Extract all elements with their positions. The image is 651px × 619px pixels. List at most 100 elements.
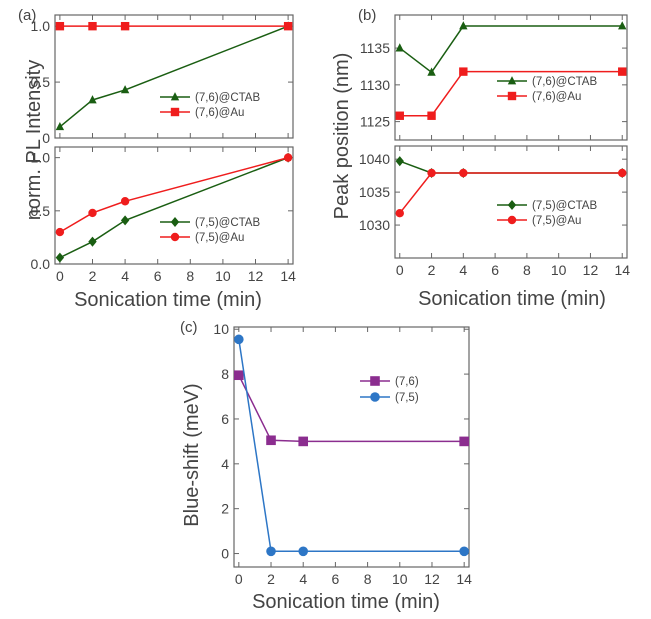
plot-area: 0 2 4 6 8 10 0 2 4 6 8 10 12 14 (7,6) (7,5) [213, 321, 472, 587]
y-tick-label: 1040 [359, 151, 390, 167]
data-point [427, 168, 436, 178]
plot-area: 0.0 0.5 1.0 0 2 4 6 8 10 12 14 (7,5)@CTAB (7,5)@Au [31, 146, 296, 284]
axes-frame [54, 146, 294, 265]
x-axis-title: Sonication time (min) [74, 289, 262, 311]
legend-marker [507, 199, 517, 211]
y-tick-label: 1035 [359, 184, 390, 200]
data-point [618, 168, 627, 178]
data-point [283, 21, 293, 31]
x-tick-label: 10 [551, 262, 567, 278]
x-tick-label: 14 [456, 571, 472, 587]
x-axis-title: Sonication time (min) [252, 591, 440, 613]
data-point [618, 21, 627, 30]
y-tick-label: 8 [221, 366, 229, 382]
legend-marker [170, 216, 180, 228]
data-point [459, 436, 469, 447]
x-tick-label: 10 [392, 571, 408, 587]
data-point [120, 215, 130, 226]
x-tick-label: 0 [396, 262, 404, 278]
data-point [298, 546, 309, 557]
data-point [55, 227, 65, 237]
x-tick-label: 12 [424, 571, 440, 587]
data-point [459, 546, 469, 557]
data-point [88, 236, 97, 247]
y-tick-label: 1.0 [31, 18, 51, 34]
y-tick-label: 4 [221, 456, 229, 472]
data-point [459, 168, 468, 178]
y-tick-label: 0.0 [31, 256, 51, 272]
y-tick-label: 1135 [360, 40, 390, 56]
x-tick-label: 6 [491, 262, 499, 278]
legend-label: (7,6)@Au [195, 107, 244, 119]
y-tick-label: 0.5 [31, 74, 51, 90]
y-axis-title: norm. PL Intensity [23, 60, 45, 220]
series-line [59, 156, 289, 233]
series-line [399, 172, 623, 214]
data-point [234, 370, 244, 381]
x-tick-label: 2 [89, 268, 97, 284]
x-tick-label: 6 [154, 268, 162, 284]
y-tick-label: 0 [42, 130, 50, 146]
y-tick-label: 1030 [359, 217, 390, 233]
x-tick-label: 2 [267, 571, 275, 587]
legend-label: (7,6)@CTAB [532, 76, 597, 88]
legend-marker [170, 92, 180, 101]
plot-area: 0 0.5 1.0 (7,6)@CTAB (7,6)@Au [31, 14, 294, 146]
x-axis-title: Sonication time (min) [418, 288, 606, 310]
y-tick-label: 2 [221, 501, 229, 517]
legend-marker [507, 215, 517, 225]
data-point [55, 21, 65, 31]
data-point [234, 334, 244, 345]
axes-frame [233, 326, 470, 568]
legend-label: (7,5) [395, 392, 419, 404]
x-tick-label: 12 [248, 268, 264, 284]
legend-marker [170, 107, 180, 117]
x-tick-label: 4 [121, 268, 129, 284]
data-point [618, 67, 627, 76]
data-point [298, 436, 309, 447]
data-point [459, 21, 468, 30]
x-tick-label: 2 [428, 262, 436, 278]
y-axis-title: Blue-shift (meV) [181, 383, 203, 526]
legend-label: (7,5)@CTAB [532, 200, 597, 212]
y-tick-label: 0.5 [31, 203, 51, 219]
data-point [427, 67, 436, 76]
legend-label: (7,6) [395, 376, 419, 388]
legend-marker [370, 392, 380, 402]
x-tick-label: 6 [332, 571, 340, 587]
x-tick-label: 8 [186, 268, 194, 284]
data-point [55, 252, 65, 263]
data-point [88, 95, 97, 104]
data-point [395, 111, 404, 120]
legend-label: (7,5)@Au [532, 215, 581, 227]
x-tick-label: 14 [614, 262, 630, 278]
y-tick-label: 1.0 [31, 150, 51, 166]
legend-marker [507, 91, 517, 101]
panel-label: (c) [180, 319, 198, 336]
data-point [120, 21, 130, 31]
data-point [266, 546, 276, 557]
series-line [59, 156, 289, 259]
axes-frame [394, 145, 628, 259]
x-tick-label: 4 [299, 571, 307, 587]
x-tick-label: 14 [280, 268, 296, 284]
x-tick-label: 12 [583, 262, 599, 278]
series-line [59, 25, 289, 128]
y-axis-title: Peak position (nm) [331, 53, 353, 220]
legend-label: (7,6)@CTAB [195, 92, 260, 104]
data-point [120, 197, 130, 206]
data-point [120, 85, 130, 94]
plot-area: 1030 1035 1040 0 2 4 6 8 10 12 14 (7,5)@CTAB (7,5)@A… [359, 145, 630, 278]
x-tick-label: 8 [523, 262, 531, 278]
axes-frame [394, 14, 628, 141]
legend-marker [507, 76, 517, 85]
series-line [238, 339, 465, 553]
legend-label: (7,6)@Au [532, 91, 581, 103]
data-point [55, 121, 65, 131]
x-tick-label: 8 [364, 571, 372, 587]
data-point [88, 21, 97, 31]
data-point [459, 67, 468, 76]
x-tick-label: 10 [215, 268, 231, 284]
x-tick-label: 0 [56, 268, 64, 284]
